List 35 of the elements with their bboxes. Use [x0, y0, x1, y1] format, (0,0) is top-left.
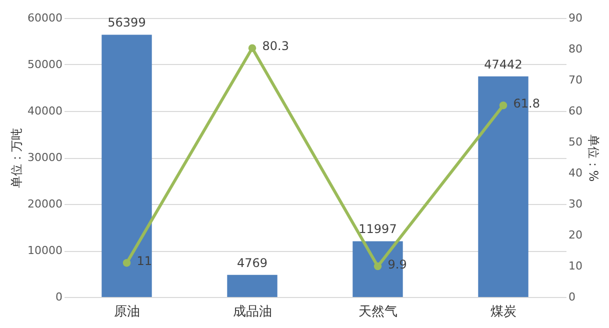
- y2-tick-label: 50: [568, 136, 582, 148]
- y2-tick-label: 10: [568, 260, 582, 272]
- y-tick-label: 40000: [28, 104, 62, 118]
- y-axis-title: 单位：万吨: [10, 128, 24, 188]
- y-tick-label: 0: [56, 290, 62, 304]
- point: [248, 44, 256, 52]
- point: [122, 259, 131, 267]
- data-label: 4769: [236, 256, 268, 270]
- data-label: 11: [136, 254, 152, 268]
- data-label: 47442: [484, 57, 522, 72]
- y-tick-label: 10000: [28, 244, 62, 257]
- point: [374, 262, 382, 270]
- y2-axis-title: 单位：%: [586, 134, 600, 182]
- data-label: 80.3: [262, 39, 289, 54]
- bar: [102, 34, 152, 297]
- y2-tick-label: 20: [568, 228, 582, 242]
- data-label: 11997: [358, 222, 397, 236]
- point: [499, 102, 508, 110]
- y2-tick-label: 30: [568, 198, 582, 210]
- x-tick-label: 原油: [114, 304, 140, 320]
- y-tick-label: 30000: [28, 151, 62, 164]
- y-tick-label: 60000: [28, 12, 62, 24]
- bar: [227, 274, 278, 297]
- y2-tick-label: 90: [568, 12, 582, 24]
- x-tick-label: 天然气: [358, 304, 398, 320]
- y2-tick-label: 80: [568, 42, 582, 56]
- y-tick-label: 20000: [28, 198, 62, 210]
- y2-tick-label: 40: [568, 166, 582, 180]
- y2-tick-label: 0: [568, 290, 576, 304]
- x-tick-label: 成品油: [232, 304, 272, 320]
- x-tick-label: 煤炭: [490, 304, 516, 320]
- y2-tick-label: 60: [568, 104, 582, 118]
- data-label: 56399: [108, 16, 146, 30]
- y-tick-label: 50000: [28, 58, 62, 71]
- y2-tick-label: 70: [568, 74, 582, 86]
